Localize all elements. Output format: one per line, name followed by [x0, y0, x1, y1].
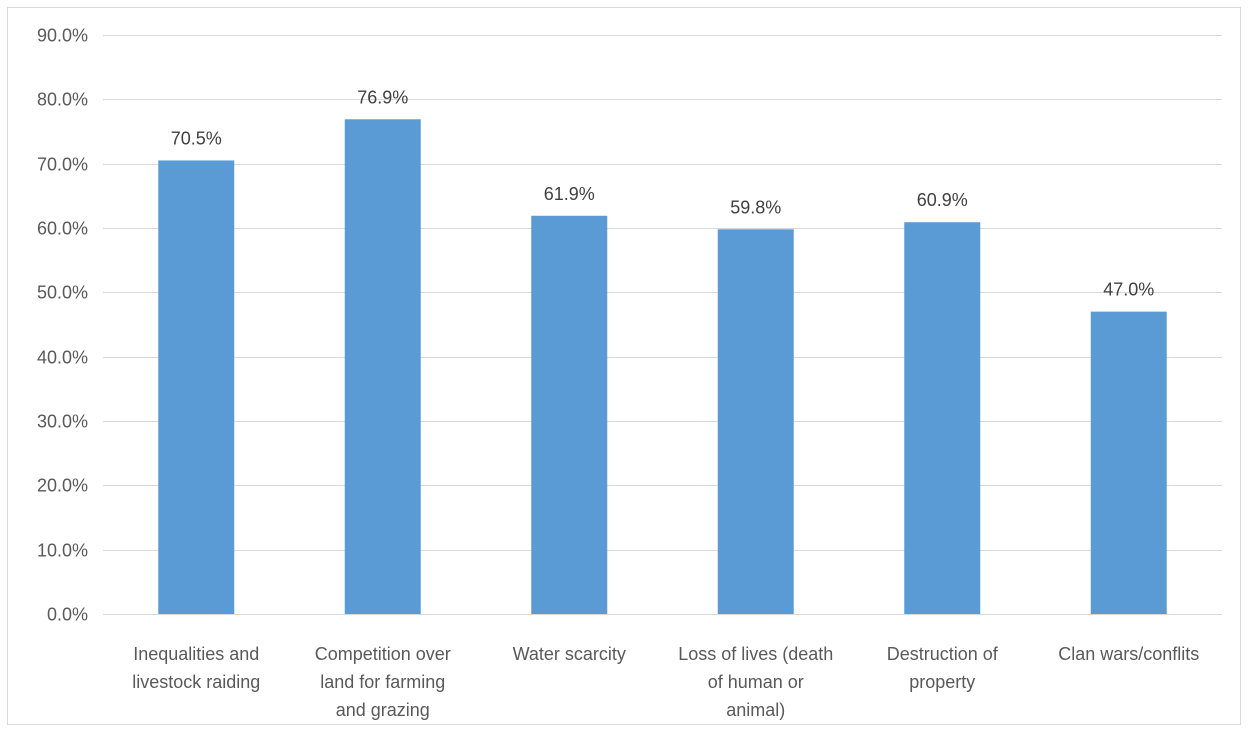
x-axis-category-labels: Inequalities and livestock raiding Competi…	[132, 644, 1199, 720]
bar	[344, 119, 421, 614]
x-category-label-line: Water scarcity	[513, 644, 626, 664]
x-category-label: Loss of lives (death of human or animal)	[678, 644, 833, 720]
x-category-label-line: land for farming	[320, 672, 445, 692]
y-tick-label: 80.0%	[37, 90, 88, 110]
bar-data-label: 76.9%	[357, 87, 408, 107]
x-category-label-line: Competition over	[315, 644, 451, 664]
y-tick-label: 60.0%	[37, 219, 88, 239]
bar-data-label: 61.9%	[544, 184, 595, 204]
bar	[717, 229, 794, 614]
x-category-label-line: Inequalities and	[133, 644, 259, 664]
x-category-label: Water scarcity	[513, 644, 626, 664]
y-axis-tick-labels: 0.0% 10.0% 20.0% 30.0% 40.0% 50.0% 60.0% 70.0% 8…	[37, 26, 88, 625]
y-tick-label: 70.0%	[37, 155, 88, 175]
bar-data-label: 59.8%	[730, 197, 781, 217]
bar-data-label: 47.0%	[1103, 280, 1154, 300]
x-category-label-line: livestock raiding	[132, 672, 260, 692]
bar	[1090, 311, 1167, 614]
x-category-label-line: Destruction of	[887, 644, 999, 664]
x-category-label-line: Loss of lives (death	[678, 644, 833, 664]
y-tick-label: 20.0%	[37, 476, 88, 496]
bar	[531, 215, 608, 614]
y-tick-label: 10.0%	[37, 541, 88, 561]
y-tick-label: 0.0%	[47, 605, 88, 625]
x-category-label-line: property	[909, 672, 975, 692]
x-category-label-line: of human or	[708, 672, 804, 692]
y-tick-label: 40.0%	[37, 348, 88, 368]
y-tick-label: 50.0%	[37, 283, 88, 303]
x-category-label-line: animal)	[726, 700, 785, 720]
x-category-label: Destruction of property	[887, 644, 999, 692]
y-tick-label: 30.0%	[37, 412, 88, 432]
bars	[158, 119, 1167, 614]
x-category-label-line: Clan wars/conflits	[1058, 644, 1199, 664]
x-category-label: Competition over land for farming and graz…	[315, 644, 451, 720]
data-labels: 70.5% 76.9% 61.9% 59.8% 60.9% 47.0%	[171, 87, 1155, 299]
bar	[904, 222, 981, 614]
bar-data-label: 60.9%	[917, 190, 968, 210]
x-category-label: Inequalities and livestock raiding	[132, 644, 260, 692]
x-category-label-line: and grazing	[336, 700, 430, 720]
gridlines	[103, 35, 1222, 615]
bar-data-label: 70.5%	[171, 128, 222, 148]
x-category-label: Clan wars/conflits	[1058, 644, 1199, 664]
bar	[158, 160, 235, 614]
y-tick-label: 90.0%	[37, 26, 88, 46]
